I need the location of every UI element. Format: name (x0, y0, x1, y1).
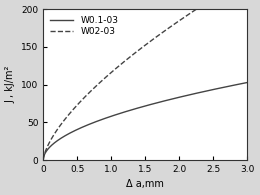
W02-03 (200, 4, 204, 7)
W02-03 (83, 96, 86, 98)
W02-03 (208, 0, 211, 2)
W0.1-03 (222, 86, 225, 89)
W0.1-03 (200, 91, 204, 93)
W0.1-03 (246, 81, 249, 84)
W02-03 (54, 131, 57, 133)
W02-03 (42, 159, 45, 161)
Y-axis label: J , kJ/m²: J , kJ/m² (5, 66, 16, 103)
W0.1-03 (236, 83, 239, 86)
Line: W02-03: W02-03 (43, 0, 247, 160)
W0.1-03 (42, 159, 45, 161)
Legend: W0.1-03, W02-03: W0.1-03, W02-03 (48, 14, 121, 39)
X-axis label: Δ a,mm: Δ a,mm (126, 179, 164, 190)
W0.1-03 (208, 89, 211, 91)
Line: W0.1-03: W0.1-03 (43, 82, 247, 160)
W0.1-03 (83, 125, 86, 128)
W0.1-03 (54, 141, 57, 143)
